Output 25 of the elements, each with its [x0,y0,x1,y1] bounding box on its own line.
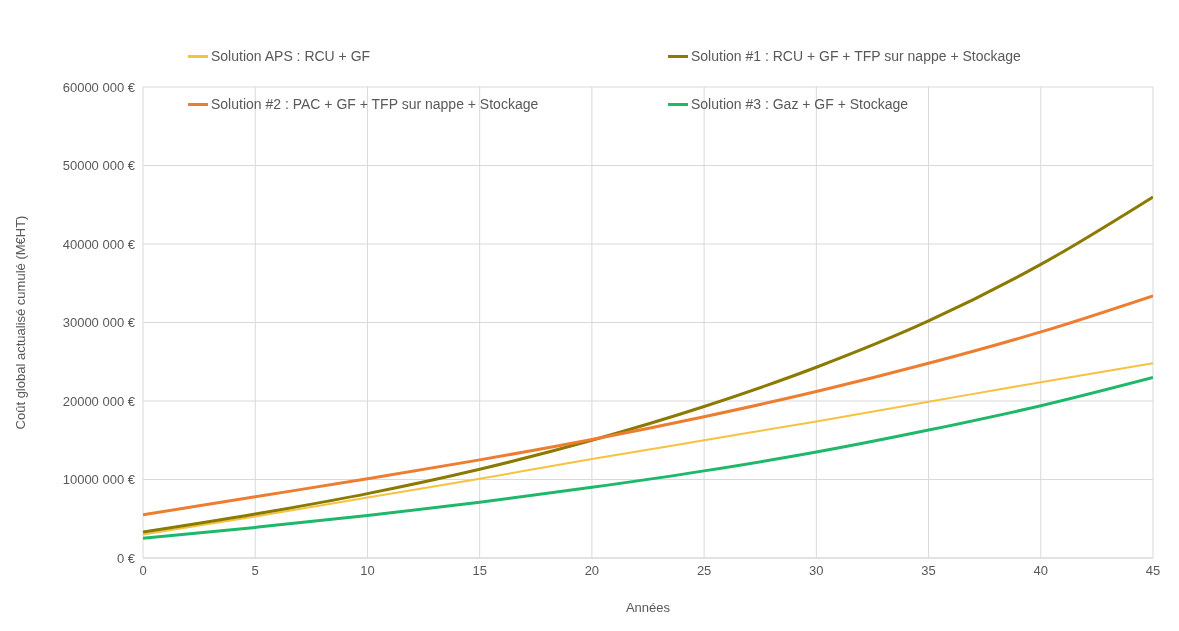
legend-label: Solution #1 : RCU + GF + TFP sur nappe + Stockage [691,48,1021,64]
x-tick-label: 40 [1033,563,1049,579]
x-tick-label: 15 [472,563,487,579]
legend-label: Solution #3 : Gaz + GF + Stockage [691,96,909,112]
x-tick-label: 35 [921,563,936,579]
y-tick-label: 30000 000 € [62,315,136,331]
x-tick-label: 0 [139,563,147,579]
y-tick-label: 40000 000 € [62,236,136,252]
x-tick-label: 20 [584,563,600,579]
y-tick-label: 50000 000 € [62,158,136,174]
y-axis-title: Coût global actualisé cumulé (M€HT) [12,215,28,430]
line-series [143,195,1153,534]
legend-label: Solution #2 : PAC + GF + TFP sur nappe + Stockage [211,96,539,112]
x-tick-label: 45 [1145,563,1161,579]
y-tick-label: 0 € [116,550,136,566]
legend-label: Solution APS : RCU + GF [211,48,371,64]
y-tick-label: 10000 000 € [62,472,136,488]
x-axis-title: Années [625,600,671,615]
x-tick-label: 10 [360,563,375,579]
y-tick-label: 20000 000 € [62,393,136,409]
x-tick-label: 25 [696,563,712,579]
x-tick-label: 30 [809,563,824,579]
x-tick-label: 5 [251,563,259,579]
y-tick-label: 60000 000 € [62,79,136,95]
line-series [143,294,1153,517]
